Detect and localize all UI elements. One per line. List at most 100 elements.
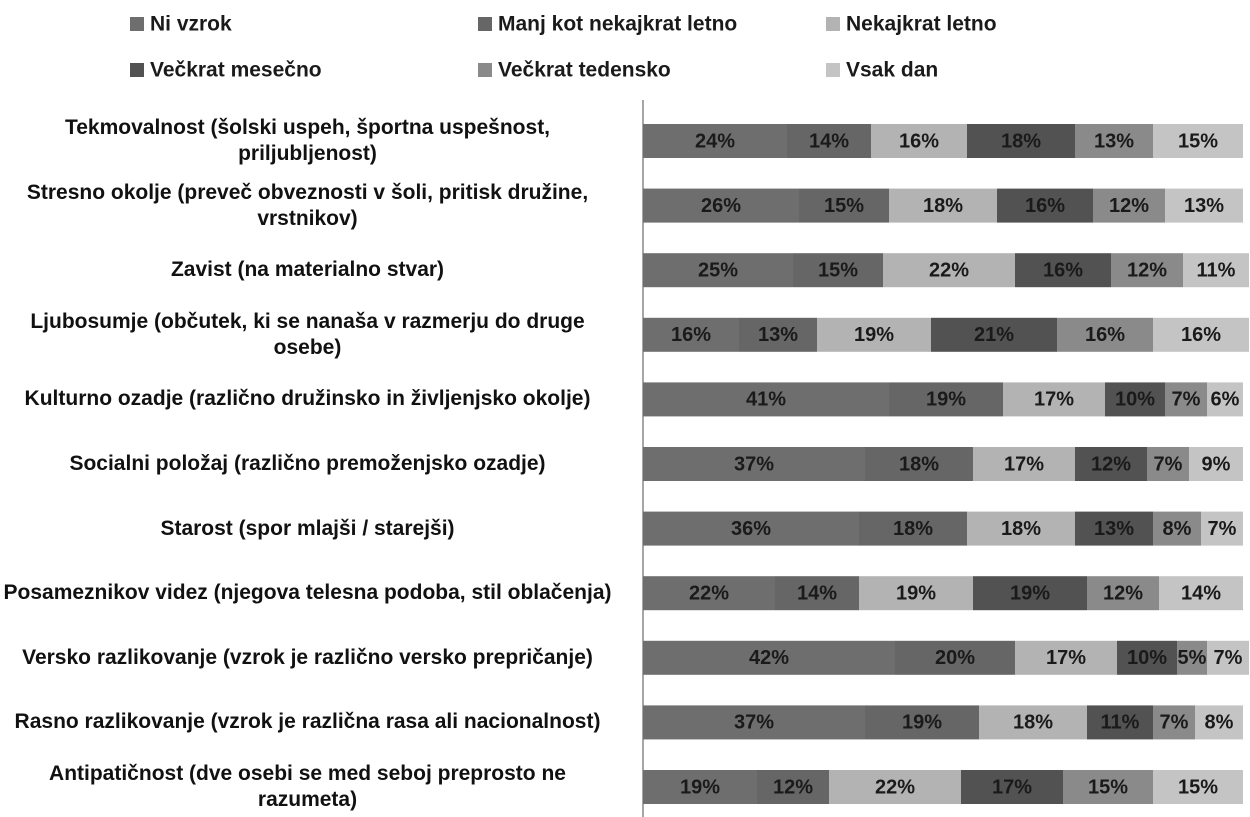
value-label: 19% <box>1010 582 1050 604</box>
bar-segment <box>643 640 895 675</box>
value-label: 9% <box>1202 453 1231 475</box>
bar-segment <box>859 511 967 546</box>
bar-segment <box>1063 770 1153 804</box>
category-label: Rasno razlikovanje (vzrok je različna ra… <box>14 710 601 734</box>
bar-segment <box>1087 576 1159 611</box>
value-label: 12% <box>1103 582 1143 604</box>
bar-segment <box>643 576 775 611</box>
bar-segment <box>967 511 1075 546</box>
value-label: 18% <box>893 518 933 540</box>
bar-segment <box>865 705 979 740</box>
value-label: 22% <box>875 776 915 798</box>
bar-segment <box>1183 253 1249 288</box>
category-label: Zavist (na materialno stvar) <box>170 258 445 282</box>
value-label: 13% <box>1094 518 1134 540</box>
value-label: 11% <box>1197 259 1236 281</box>
bar-segment <box>1177 640 1207 675</box>
value-label: 37% <box>734 712 774 734</box>
value-label: 17% <box>992 776 1032 798</box>
bar-segment <box>1075 511 1153 546</box>
category-label: Posameznikov videz (njegova telesna podo… <box>3 581 612 605</box>
bar-segment <box>1093 188 1165 223</box>
value-label: 10% <box>1127 647 1167 669</box>
legend-label: Ni vzrok <box>150 13 232 36</box>
bar-segment <box>775 576 859 611</box>
value-label: 26% <box>701 195 741 217</box>
bar-segment <box>1153 705 1195 740</box>
value-label: 42% <box>749 647 789 669</box>
value-label: 19% <box>896 582 936 604</box>
value-label: 13% <box>1094 130 1134 152</box>
value-label: 7% <box>1154 453 1183 475</box>
bar-segment <box>643 124 787 158</box>
bar-segment <box>643 253 793 288</box>
value-label: 16% <box>1181 324 1221 346</box>
bar-segment <box>1003 382 1105 417</box>
bar-segment <box>643 188 799 223</box>
bar-segment <box>1105 382 1165 417</box>
value-label: 14% <box>797 582 837 604</box>
value-label: 17% <box>1004 453 1044 475</box>
bar-segment <box>1117 640 1177 675</box>
value-label: 7% <box>1208 518 1237 540</box>
bar-segment <box>643 511 859 546</box>
value-label: 19% <box>680 776 720 798</box>
value-label: 25% <box>698 259 738 281</box>
value-label: 22% <box>689 582 729 604</box>
value-label: 6% <box>1211 389 1240 411</box>
value-label: 19% <box>854 324 894 346</box>
bar-segment <box>1159 576 1243 611</box>
bar-segment <box>1201 511 1243 546</box>
value-label: 13% <box>1184 195 1224 217</box>
legend-label: Vsak dan <box>846 59 938 82</box>
value-label: 36% <box>731 518 771 540</box>
value-label: 11% <box>1101 712 1140 734</box>
value-label: 7% <box>1160 712 1189 734</box>
value-label: 41% <box>746 389 786 411</box>
value-label: 21% <box>974 324 1014 346</box>
value-label: 16% <box>899 130 939 152</box>
category-label: Tekmovalnost (šolski uspeh, športna uspe… <box>64 116 551 165</box>
category-label: Antipatičnost (dve osebi se med seboj pr… <box>49 762 566 811</box>
bar-segment <box>1057 317 1153 352</box>
value-label: 24% <box>695 130 735 152</box>
bar-segment <box>739 317 817 352</box>
bar-segment <box>757 770 829 804</box>
value-label: 15% <box>1178 776 1218 798</box>
value-label: 7% <box>1172 389 1201 411</box>
value-label: 15% <box>818 259 858 281</box>
bar-segment <box>1015 640 1117 675</box>
bar-segment <box>1111 253 1183 288</box>
legend-label: Večkrat mesečno <box>150 59 322 82</box>
bar-segment <box>829 770 961 804</box>
bar-segment <box>997 188 1093 223</box>
bar-segment <box>865 447 973 481</box>
category-label: Ljubosumje (občutek, ki se nanaša v razm… <box>30 309 585 359</box>
legend-swatch <box>130 63 144 77</box>
value-label: 17% <box>1046 647 1086 669</box>
bar-segment <box>1075 447 1147 481</box>
bar-segment <box>1165 188 1243 223</box>
bar-segment <box>973 447 1075 481</box>
legend-swatch <box>826 63 840 77</box>
category-label: Starost (spor mlajši / starejši) <box>160 516 455 540</box>
value-label: 18% <box>1001 518 1041 540</box>
bar-segment <box>1207 382 1243 417</box>
bar-segment <box>1153 124 1243 158</box>
value-label: 16% <box>671 324 711 346</box>
bar-segment <box>889 188 997 223</box>
legend-swatch <box>478 63 492 77</box>
bar-segment <box>1153 317 1249 352</box>
legend-label: Večkrat tedensko <box>498 59 671 82</box>
bar-segment <box>931 317 1057 352</box>
value-label: 5% <box>1178 647 1207 669</box>
category-label: Stresno okolje (preveč obveznosti v šoli… <box>26 180 589 230</box>
value-label: 18% <box>899 453 939 475</box>
bar-segment <box>1207 640 1249 675</box>
bar-segment <box>889 382 1003 417</box>
bar-segment <box>643 447 865 481</box>
bar-segment <box>859 576 973 611</box>
bar-segment <box>979 705 1087 740</box>
value-label: 14% <box>1181 582 1221 604</box>
